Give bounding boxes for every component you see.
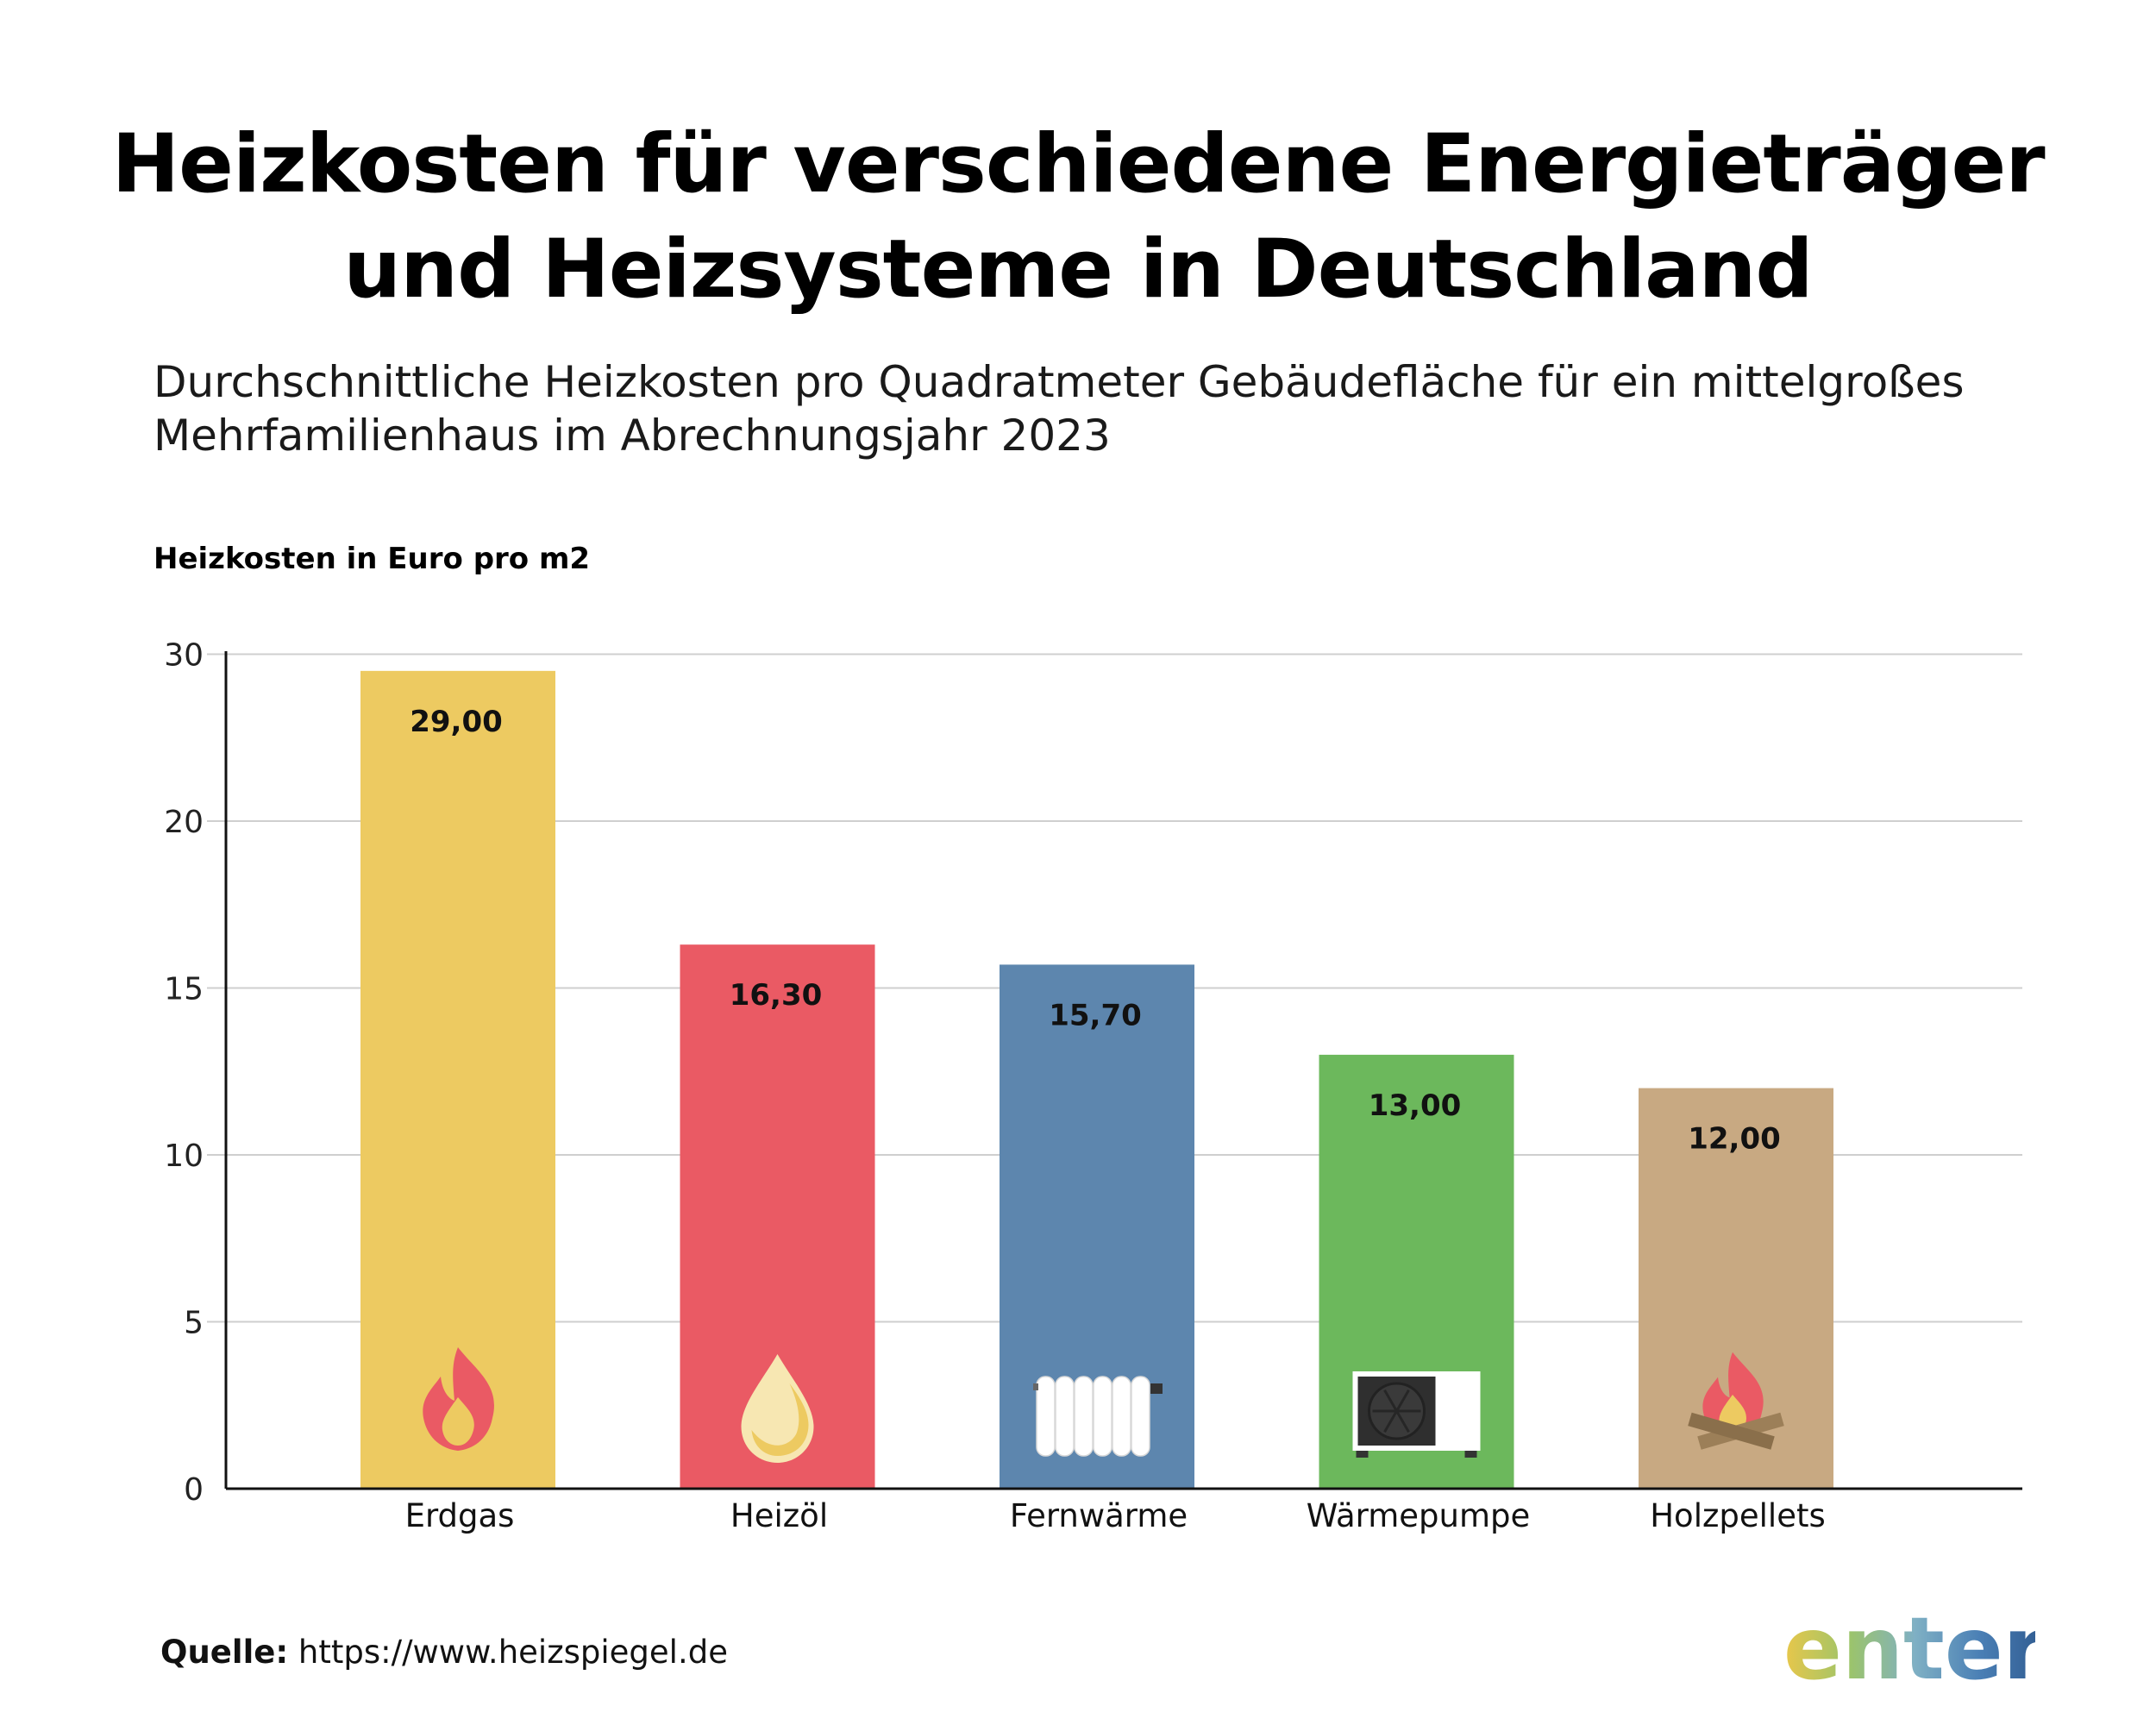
radiator-icon <box>1033 1376 1163 1457</box>
x-axis-labels: Erdgas Heizöl Fernwärme Wärmepumpe Holzpelle… <box>405 1497 1826 1534</box>
x-tick-label: Erdgas <box>405 1497 515 1534</box>
bar-heizöl: 16,30 <box>680 944 875 1489</box>
bar-value-label: 13,00 <box>1369 1088 1462 1123</box>
y-tick-label: 10 <box>164 1138 204 1174</box>
x-tick-label: Heizöl <box>730 1497 828 1534</box>
x-tick-label: Holzpellets <box>1650 1497 1826 1534</box>
chart-title: Heizkosten für verschiedene Energieträge… <box>0 112 2156 323</box>
x-tick-label: Wärmepumpe <box>1307 1497 1531 1534</box>
y-tick-label: 15 <box>164 972 204 1007</box>
bar-fernwärme: 15,70 <box>1000 964 1194 1489</box>
heat-pump-icon <box>1352 1371 1481 1458</box>
axes <box>224 651 2022 1490</box>
title-line-1: Heizkosten für verschiedene Energieträge… <box>111 117 2045 211</box>
campfire-icon <box>1688 1352 1784 1450</box>
y-tick-label: 30 <box>164 638 204 674</box>
bar-holzpellets: 12,00 <box>1639 1088 1833 1489</box>
source-note: Quelle: https://www.heizspiegel.de <box>160 1634 728 1671</box>
bar-value-label: 16,30 <box>730 978 823 1013</box>
y-tick-label: 5 <box>184 1306 204 1341</box>
enter-logo: enter <box>1783 1604 2035 1699</box>
chart-subtitle: Durchschnittliche Heizkosten pro Quadrat… <box>154 355 2094 462</box>
title-line-2: und Heizsysteme in Deutschland <box>343 223 1813 317</box>
y-tick-label: 0 <box>184 1472 204 1508</box>
bars: 29,00 16,30 15,70 13,00 12,00 <box>360 670 1833 1489</box>
bar-value-label: 12,00 <box>1688 1122 1781 1157</box>
bar-erdgas: 29,00 <box>360 670 555 1489</box>
y-tick-label: 20 <box>164 805 204 840</box>
subtitle-line-2: Mehrfamilienhaus im Abrechnungsjahr 2023 <box>154 411 1111 461</box>
bar-value-label: 29,00 <box>410 705 503 739</box>
y-axis-ticks: 0 5 10 15 20 30 <box>164 638 204 1509</box>
source-label: Quelle: <box>160 1634 289 1671</box>
y-axis-label: Heizkosten in Euro pro m2 <box>154 542 591 576</box>
bar-wärmepumpe: 13,00 <box>1319 1054 1514 1489</box>
x-tick-label: Fernwärme <box>1010 1497 1188 1534</box>
source-url: https://www.heizspiegel.de <box>298 1634 728 1671</box>
bar-chart: 0 5 10 15 20 30 29,00 16,30 15,70 13,00 12,00 Erd… <box>164 638 2022 1534</box>
logo-text: enter <box>1783 1604 2035 1699</box>
subtitle-line-1: Durchschnittliche Heizkosten pro Quadrat… <box>154 357 1965 407</box>
bar-value-label: 15,70 <box>1049 998 1142 1032</box>
